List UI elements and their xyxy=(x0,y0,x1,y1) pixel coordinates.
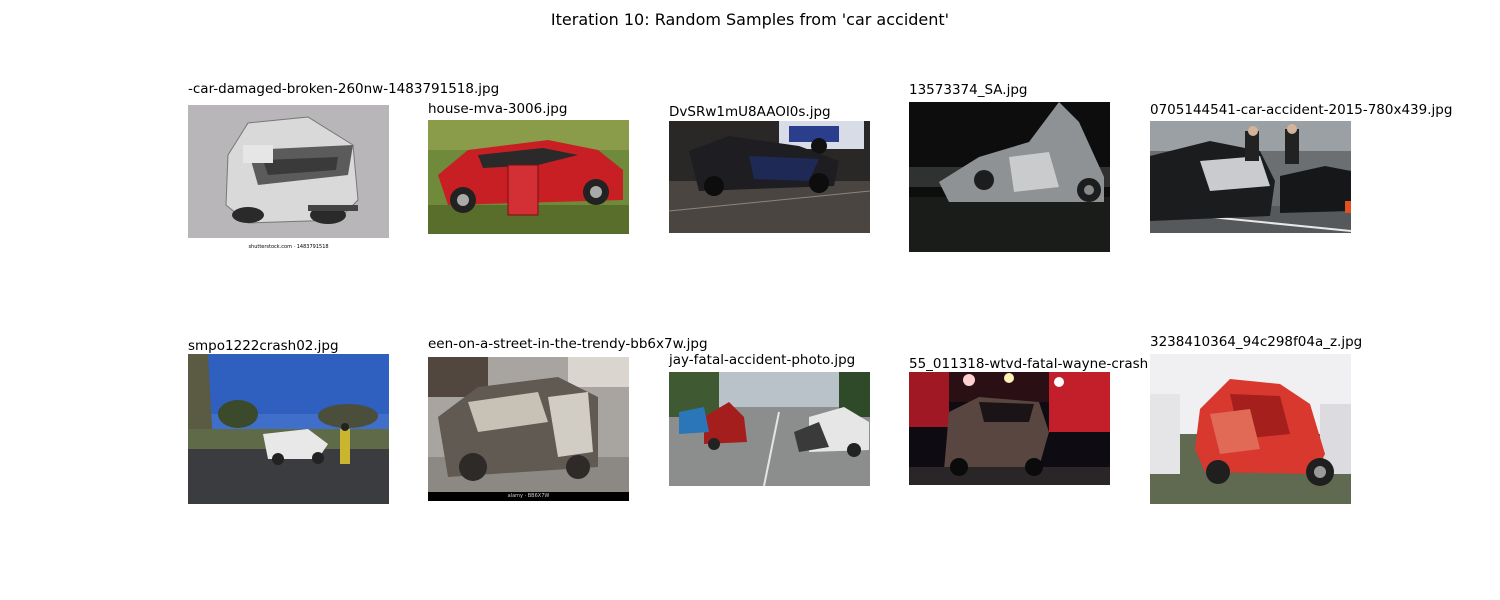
sample-image-3 xyxy=(669,121,870,233)
sample-image-9 xyxy=(909,372,1110,485)
sample-caption-10: 3238410364_94c298f04a_z.jpg xyxy=(1150,334,1363,350)
figure-title: Iteration 10: Random Samples from 'car a… xyxy=(550,10,950,29)
sample-caption-4: 13573374_SA.jpg xyxy=(909,82,1028,98)
alamy-watermark: alamy · BB6X7W xyxy=(428,492,629,501)
sample-caption-6: smpo1222crash02.jpg xyxy=(188,338,339,354)
sample-image-4 xyxy=(909,102,1110,252)
sample-caption-5: 0705144541-car-accident-2015-780x439.jpg xyxy=(1150,102,1453,118)
sample-image-10 xyxy=(1150,354,1351,504)
sample-image-8 xyxy=(669,372,870,486)
sample-caption-8: jay-fatal-accident-photo.jpg xyxy=(669,352,856,368)
sample-image-1: shutterstock.com · 1483791518 xyxy=(188,105,389,250)
shutterstock-watermark: shutterstock.com · 1483791518 xyxy=(248,244,329,250)
sample-image-5 xyxy=(1150,121,1351,233)
sample-caption-7: een-on-a-street-in-the-trendy-bb6x7w.jpg xyxy=(428,336,708,352)
sample-caption-2: house-mva-3006.jpg xyxy=(428,101,568,117)
sample-caption-1: -car-damaged-broken-260nw-1483791518.jpg xyxy=(188,81,500,97)
sample-image-2 xyxy=(428,120,629,234)
sample-image-7: alamy · BB6X7W xyxy=(428,357,629,501)
sample-caption-9: 55_011318-wtvd-fatal-wayne-crash xyxy=(909,356,1149,372)
sample-image-6 xyxy=(188,354,389,504)
sample-caption-3: DvSRw1mU8AAOI0s.jpg xyxy=(669,104,831,120)
